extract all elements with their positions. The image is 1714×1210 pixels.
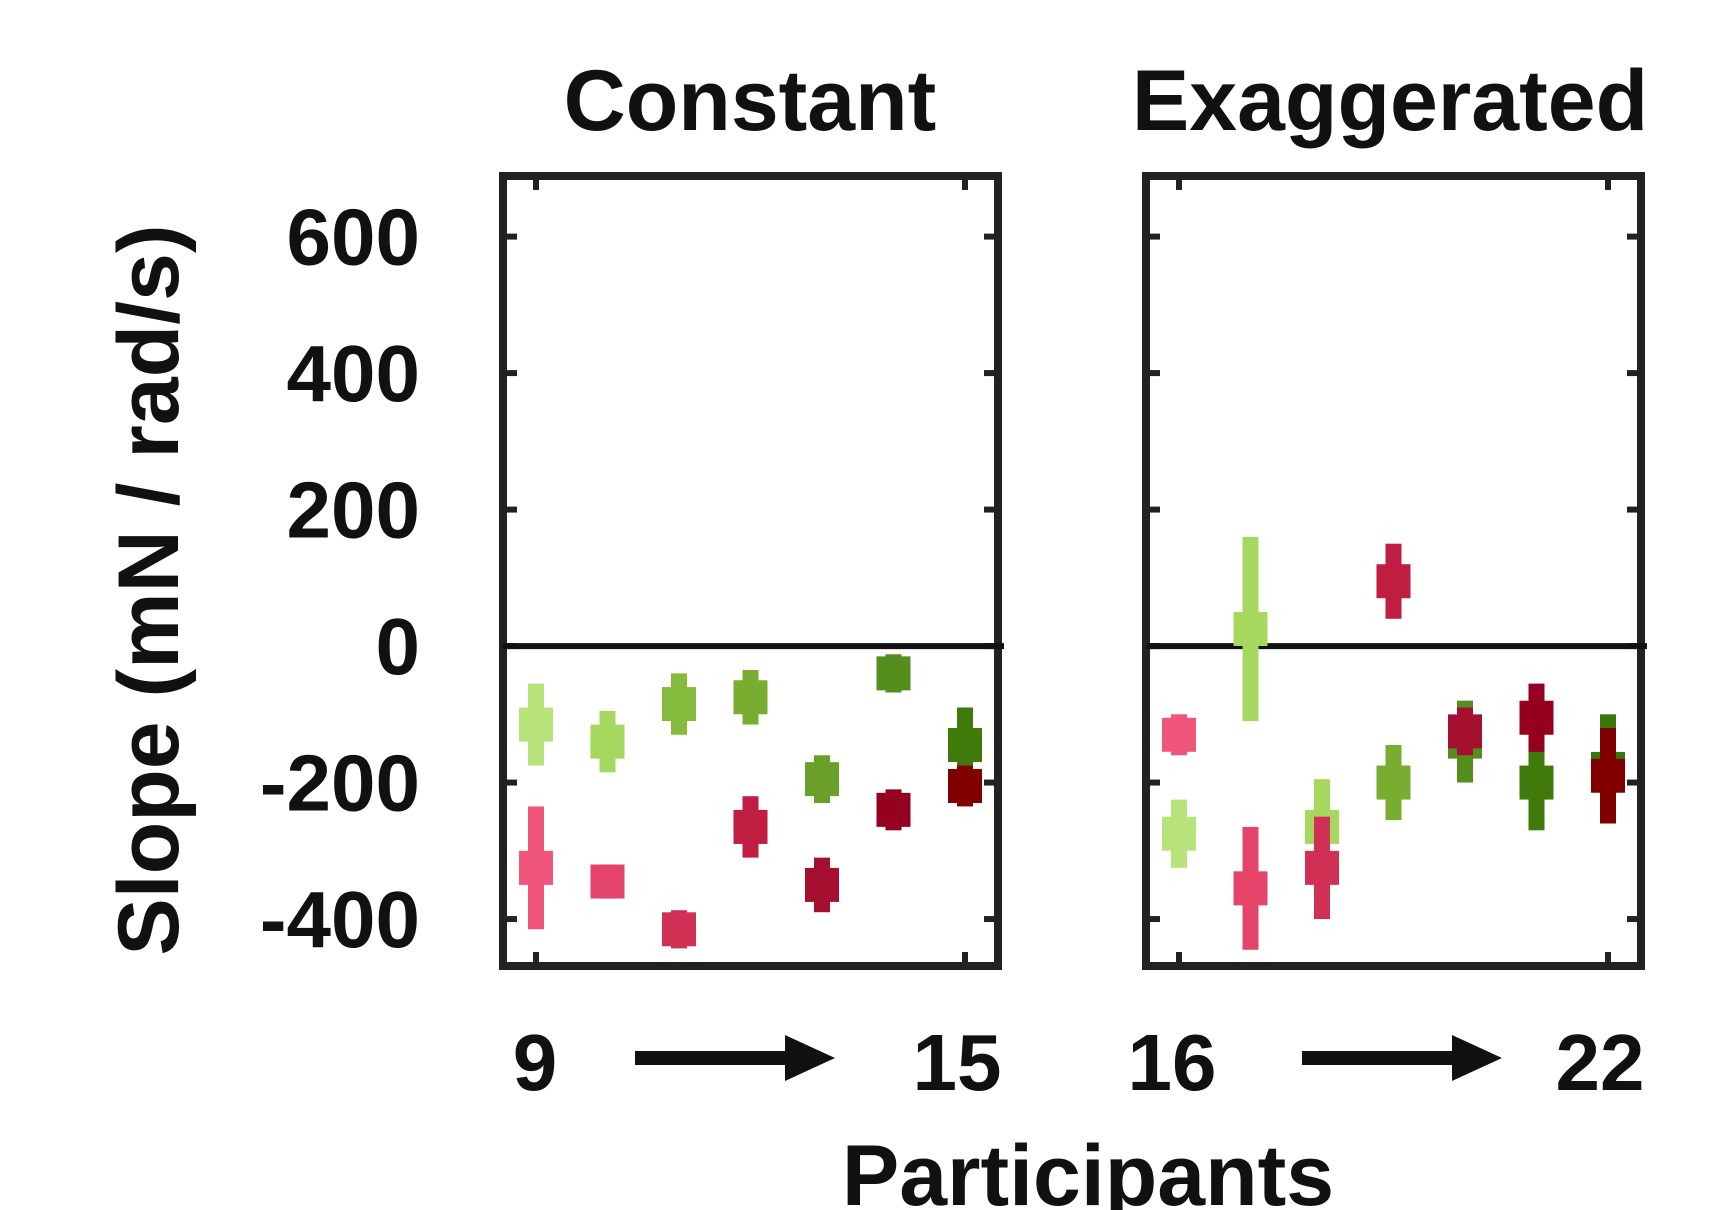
panel-exaggerated — [1142, 172, 1647, 970]
x-range-start-left: 9 — [513, 1018, 558, 1107]
x-range-start-right: 16 — [1128, 1018, 1217, 1107]
data-point — [1233, 871, 1268, 906]
y-tick-label: 600 — [287, 193, 420, 282]
data-point — [1519, 700, 1554, 735]
data-point — [876, 656, 911, 691]
data-point — [1162, 816, 1196, 851]
y-tick-label: -200 — [260, 739, 420, 828]
data-point — [590, 724, 625, 759]
arrow-left-panel — [635, 1035, 835, 1081]
y-tick-labels: 600 400 200 0 -200 -400 — [260, 193, 420, 964]
plot-frame — [499, 172, 1002, 970]
panel-title-constant: Constant — [564, 53, 937, 149]
data-point — [733, 809, 768, 844]
x-range-end-right: 22 — [1556, 1018, 1645, 1107]
data-point — [519, 707, 553, 742]
data-point — [590, 864, 625, 899]
data-point — [733, 680, 768, 715]
data-point — [948, 768, 982, 803]
arrow-right-panel — [1302, 1035, 1502, 1081]
data-point — [519, 850, 553, 885]
data-point — [662, 912, 696, 947]
data-point — [1591, 758, 1625, 793]
data-point — [1376, 765, 1411, 800]
data-point — [1233, 612, 1268, 647]
y-tick-label: 200 — [287, 466, 420, 555]
y-tick-label: -400 — [260, 875, 420, 964]
plot-frame — [1142, 172, 1645, 970]
data-point — [948, 728, 982, 763]
y-tick-label: 400 — [287, 329, 420, 418]
y-axis-label: Slope (mN / rad/s) — [101, 224, 197, 955]
data-point — [1162, 717, 1196, 752]
data-point — [805, 762, 839, 797]
data-point — [1376, 564, 1411, 599]
data-point — [876, 792, 911, 827]
x-range-end-left: 15 — [913, 1018, 1002, 1107]
panel-constant — [499, 172, 1004, 970]
data-point — [1448, 714, 1482, 749]
y-tick-label: 0 — [376, 602, 421, 691]
data-point — [1519, 765, 1554, 800]
data-point — [662, 687, 696, 722]
x-axis-label: Participants — [842, 1128, 1334, 1210]
data-point — [1305, 850, 1339, 885]
data-point — [805, 867, 839, 902]
panel-title-exaggerated: Exaggerated — [1132, 53, 1648, 149]
